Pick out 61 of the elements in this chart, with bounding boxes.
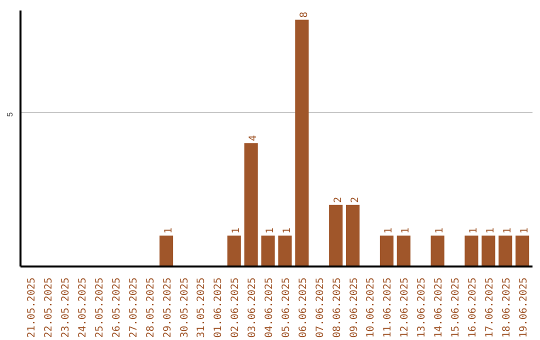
x-tick-label: 11.06.2025 [382, 277, 394, 338]
bar [261, 236, 275, 266]
data-label: 8 [298, 12, 310, 18]
data-label: 4 [248, 135, 260, 142]
data-label: 1 [400, 228, 412, 234]
bar [464, 236, 478, 266]
x-tick-label: 31.05.2025 [196, 277, 208, 338]
x-tick-label: 22.05.2025 [44, 277, 55, 338]
x-tick-label: 28.05.2025 [145, 277, 156, 338]
bar [346, 204, 360, 266]
x-tick-label: 26.05.2025 [111, 277, 122, 338]
x-tick-label: 05.06.2025 [280, 277, 292, 338]
x-tick-label: 04.06.2025 [264, 277, 276, 338]
x-tick-label: 08.06.2025 [332, 277, 343, 338]
x-tick-label: 27.05.2025 [128, 277, 140, 338]
data-label: 1 [519, 228, 530, 234]
x-tick-label: 29.05.2025 [162, 277, 174, 338]
bar [244, 143, 258, 266]
data-label: 2 [350, 196, 361, 203]
x-tick-label: 03.06.2025 [247, 277, 258, 338]
x-tick-label: 19.06.2025 [518, 277, 530, 338]
x-tick-label: 17.06.2025 [484, 277, 496, 338]
bar [278, 236, 292, 266]
x-tick-label: 16.06.2025 [467, 277, 478, 338]
data-label: 1 [282, 228, 293, 234]
bar [295, 20, 309, 266]
bar [430, 236, 444, 266]
x-tick-label: 30.05.2025 [179, 277, 190, 338]
data-label: 1 [434, 228, 446, 234]
x-tick-label: 18.06.2025 [501, 277, 512, 338]
x-tick-label: 13.06.2025 [416, 277, 428, 338]
x-tick-label: 24.05.2025 [78, 277, 89, 338]
x-tick-label: 14.06.2025 [434, 277, 445, 338]
x-tick-label: 06.06.2025 [298, 277, 309, 338]
bar [396, 236, 410, 266]
x-tick-label: 21.05.2025 [26, 277, 38, 338]
bar [498, 236, 512, 266]
bar [482, 236, 496, 266]
x-tick-label: 09.06.2025 [348, 277, 360, 338]
x-tick-label: 07.06.2025 [314, 277, 326, 338]
bar [516, 236, 530, 266]
bar [380, 236, 394, 266]
x-tick-label: 10.06.2025 [366, 277, 377, 338]
bar [329, 204, 343, 266]
x-tick-label: 02.06.2025 [230, 277, 242, 338]
data-label: 1 [485, 228, 496, 234]
bar [160, 236, 174, 266]
data-label: 1 [231, 228, 242, 234]
data-label: 1 [502, 228, 514, 234]
x-tick-label: 25.05.2025 [94, 277, 106, 338]
bar [227, 236, 241, 266]
y-tick-label: 5 [6, 112, 14, 117]
x-tick-label: 01.06.2025 [213, 277, 224, 338]
data-label: 1 [265, 228, 276, 234]
data-label: 1 [163, 228, 174, 234]
x-tick-label: 12.06.2025 [400, 277, 411, 338]
data-label: 1 [468, 228, 480, 234]
x-tick-label: 15.06.2025 [450, 277, 462, 338]
data-label: 1 [384, 228, 395, 234]
data-label: 2 [332, 196, 344, 203]
x-tick-label: 23.05.2025 [60, 277, 72, 338]
